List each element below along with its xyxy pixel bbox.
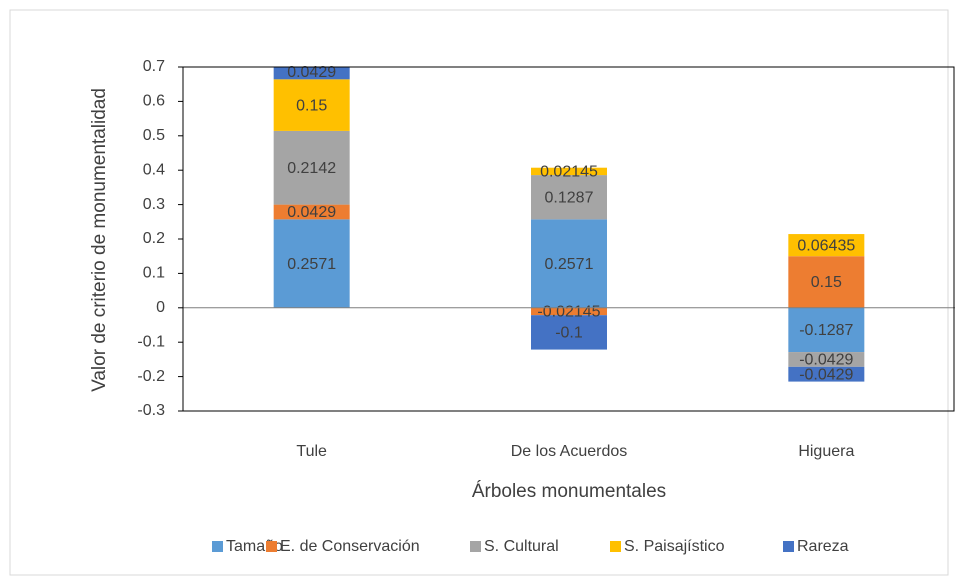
bar-segment <box>273 204 350 220</box>
data-label: 0.0429 <box>287 204 336 221</box>
bar-segment <box>788 307 865 353</box>
x-axis-title: Árboles monumentales <box>472 481 666 502</box>
y-tick-label: -0.1 <box>137 333 165 350</box>
y-tick-label: 0 <box>156 299 165 316</box>
bar-segment <box>531 315 607 350</box>
bar-segment <box>788 234 865 257</box>
y-tick-label: 0.7 <box>143 58 165 75</box>
data-label: 0.1287 <box>545 189 594 206</box>
bar-segment <box>273 79 350 131</box>
y-tick-label: 0.4 <box>143 161 165 178</box>
x-tick-label: De los Acuerdos <box>511 443 628 460</box>
legend-label: E. de Conservación <box>280 538 420 555</box>
y-tick-label: 0.2 <box>143 230 165 247</box>
data-label: 0.2142 <box>287 160 336 177</box>
legend-swatch <box>783 541 794 552</box>
legend-label: Rareza <box>797 538 849 555</box>
data-label: -0.0429 <box>799 352 853 369</box>
y-tick-label: 0.3 <box>143 196 165 213</box>
bar-segment <box>788 366 865 382</box>
data-label: -0.1287 <box>799 322 853 339</box>
bar-segment <box>788 352 865 367</box>
data-label: 0.2571 <box>545 256 594 273</box>
legend-swatch <box>212 541 223 552</box>
y-tick-label: 0.5 <box>143 127 165 144</box>
bar-segment <box>273 67 350 80</box>
legend-swatch <box>266 541 277 552</box>
bar-segment <box>531 219 607 308</box>
x-tick-label: Higuera <box>798 443 854 460</box>
data-label: -0.1 <box>555 325 583 342</box>
bar-segment <box>273 130 350 205</box>
bar-segment <box>273 219 350 308</box>
plot-bars <box>273 67 865 382</box>
data-label: 0.15 <box>811 274 842 291</box>
y-tick-label: -0.3 <box>137 402 165 419</box>
data-label: 0.02145 <box>540 164 598 181</box>
data-label: 0.06435 <box>797 237 855 254</box>
data-label: -0.0429 <box>799 366 853 383</box>
legend-swatch <box>610 541 621 552</box>
legend-swatch <box>470 541 481 552</box>
bar-segment <box>531 167 607 176</box>
y-axis-title: Valor de criterio de monumentalidad <box>89 88 110 392</box>
data-label: 0.2571 <box>287 256 336 273</box>
data-label: 0.0429 <box>287 64 336 81</box>
data-label: -0.02145 <box>537 304 600 321</box>
y-tick-label: -0.2 <box>137 368 165 385</box>
y-tick-label: 0.1 <box>143 265 165 282</box>
bar-segment <box>788 256 865 308</box>
x-tick-label: Tule <box>296 443 327 460</box>
legend-label: S. Cultural <box>484 538 559 555</box>
y-tick-label: 0.6 <box>143 93 165 110</box>
plot-frame <box>182 66 955 412</box>
legend-label: S. Paisajístico <box>624 538 725 555</box>
bar-segment <box>531 175 607 220</box>
bar-segment <box>531 307 607 316</box>
data-label: 0.15 <box>296 97 327 114</box>
